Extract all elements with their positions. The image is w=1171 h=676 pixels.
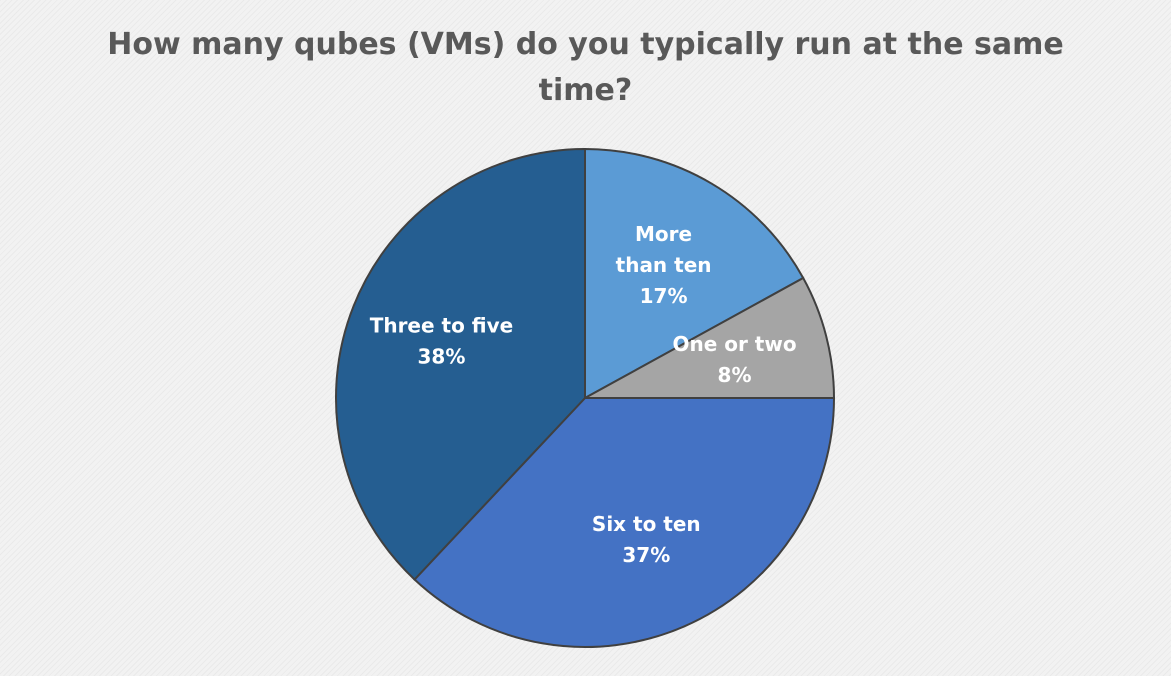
data-label-category: Three to five xyxy=(370,314,514,338)
data-label-six-to-ten: Six to ten 37% xyxy=(592,512,701,567)
pie-slice-three-to-five xyxy=(335,147,586,581)
pie-slice-more-than-ten xyxy=(584,147,805,400)
data-label-category: More xyxy=(635,222,692,246)
data-label-value: 17% xyxy=(640,284,688,308)
data-label-one-or-two: One or two 8% xyxy=(672,332,796,387)
data-label-value: 37% xyxy=(622,543,670,567)
data-label-category: than ten xyxy=(616,253,712,277)
pie-slice-one-or-two xyxy=(584,276,836,399)
data-label-category: Six to ten xyxy=(592,512,701,536)
data-label-value: 8% xyxy=(718,363,752,387)
data-label-more-than-ten: More than ten 17% xyxy=(616,222,712,308)
chart-title: How many qubes (VMs) do you typically ru… xyxy=(107,27,1064,108)
data-label-three-to-five: Three to five 38% xyxy=(370,314,514,369)
data-label-value: 38% xyxy=(418,345,466,369)
pie-slice-six-to-ten xyxy=(413,397,836,648)
data-label-category: One or two xyxy=(672,332,796,356)
